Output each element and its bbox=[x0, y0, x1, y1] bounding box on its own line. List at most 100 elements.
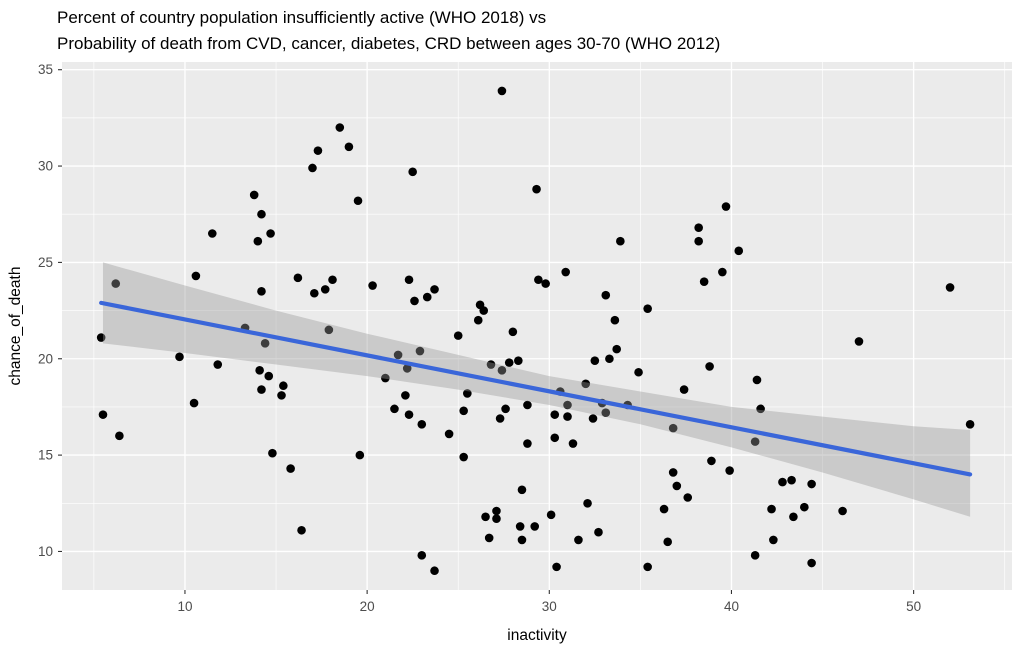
data-point bbox=[297, 525, 306, 535]
data-point bbox=[965, 419, 975, 429]
data-point bbox=[486, 360, 496, 369]
data-point bbox=[257, 385, 266, 394]
data-point bbox=[750, 437, 760, 446]
data-point bbox=[590, 356, 600, 365]
data-point bbox=[601, 290, 611, 300]
data-point bbox=[769, 535, 778, 545]
y-tick-label: 15 bbox=[38, 448, 53, 463]
data-point bbox=[207, 229, 217, 238]
data-point bbox=[492, 506, 501, 516]
data-point bbox=[355, 450, 365, 460]
data-point bbox=[504, 358, 514, 367]
data-point bbox=[514, 356, 523, 365]
data-point bbox=[335, 123, 345, 132]
data-point bbox=[279, 381, 288, 391]
data-point bbox=[517, 485, 527, 495]
data-point bbox=[111, 279, 121, 288]
x-tick-label: 50 bbox=[906, 599, 921, 614]
data-point bbox=[705, 362, 714, 371]
data-point bbox=[532, 184, 541, 194]
data-point bbox=[718, 267, 727, 277]
data-point bbox=[854, 337, 864, 346]
data-point bbox=[734, 246, 744, 256]
data-point bbox=[807, 479, 816, 489]
data-point bbox=[459, 406, 468, 416]
data-point bbox=[750, 551, 760, 560]
data-point bbox=[789, 512, 798, 522]
data-point bbox=[308, 163, 317, 173]
data-point bbox=[404, 410, 414, 419]
data-point bbox=[756, 404, 765, 414]
data-point bbox=[310, 288, 319, 298]
data-point bbox=[612, 344, 621, 354]
data-point bbox=[253, 236, 263, 246]
data-point bbox=[945, 283, 955, 292]
data-point bbox=[752, 375, 762, 385]
data-point bbox=[422, 292, 432, 302]
data-point bbox=[721, 202, 731, 211]
data-point bbox=[550, 410, 560, 419]
data-point bbox=[286, 464, 295, 473]
data-point bbox=[530, 522, 540, 531]
data-point bbox=[410, 296, 419, 306]
data-point bbox=[328, 275, 337, 285]
data-point bbox=[368, 281, 377, 290]
data-point bbox=[643, 304, 652, 313]
data-point bbox=[699, 277, 709, 286]
x-tick-label: 20 bbox=[360, 599, 375, 614]
data-point bbox=[552, 562, 561, 572]
data-point bbox=[610, 315, 620, 325]
data-point bbox=[546, 510, 556, 520]
data-point bbox=[404, 275, 414, 285]
data-point bbox=[344, 142, 354, 152]
data-point bbox=[473, 315, 483, 325]
data-point bbox=[534, 275, 543, 285]
data-point bbox=[98, 410, 108, 419]
data-point bbox=[481, 512, 490, 522]
x-tick-label: 30 bbox=[542, 599, 557, 614]
data-point bbox=[523, 439, 532, 448]
data-point bbox=[601, 408, 611, 418]
data-point bbox=[541, 279, 550, 288]
data-point bbox=[672, 481, 682, 491]
data-point bbox=[694, 223, 703, 233]
data-point bbox=[508, 327, 518, 337]
data-point bbox=[583, 498, 592, 508]
x-axis-title: inactivity bbox=[507, 627, 567, 644]
data-point bbox=[257, 287, 266, 296]
data-point bbox=[415, 346, 425, 356]
data-point bbox=[115, 431, 124, 441]
x-tick-label: 10 bbox=[177, 599, 192, 614]
data-point bbox=[353, 196, 363, 206]
data-point bbox=[320, 285, 330, 294]
data-point bbox=[264, 371, 274, 381]
data-point bbox=[495, 414, 505, 423]
data-point bbox=[96, 333, 106, 342]
data-point bbox=[588, 414, 598, 423]
data-point bbox=[417, 551, 427, 560]
data-point bbox=[393, 350, 403, 360]
data-point bbox=[550, 433, 560, 443]
y-tick-label: 20 bbox=[38, 351, 53, 366]
chart-title-line2: Probability of death from CVD, cancer, d… bbox=[57, 34, 721, 53]
data-point bbox=[402, 364, 412, 373]
data-point bbox=[807, 558, 816, 568]
data-point bbox=[268, 448, 277, 458]
data-point bbox=[175, 352, 184, 362]
data-point bbox=[643, 562, 652, 572]
data-point bbox=[492, 514, 501, 524]
data-point bbox=[787, 475, 796, 485]
data-point bbox=[679, 385, 689, 394]
data-point bbox=[249, 190, 259, 200]
y-tick-label: 25 bbox=[38, 255, 53, 270]
data-point bbox=[574, 535, 583, 545]
y-tick-label: 10 bbox=[38, 544, 53, 559]
data-point bbox=[778, 477, 787, 487]
data-point bbox=[191, 271, 201, 281]
data-point bbox=[694, 236, 703, 246]
data-point bbox=[260, 339, 270, 348]
y-tick-label: 35 bbox=[38, 62, 53, 77]
data-point bbox=[324, 325, 334, 335]
